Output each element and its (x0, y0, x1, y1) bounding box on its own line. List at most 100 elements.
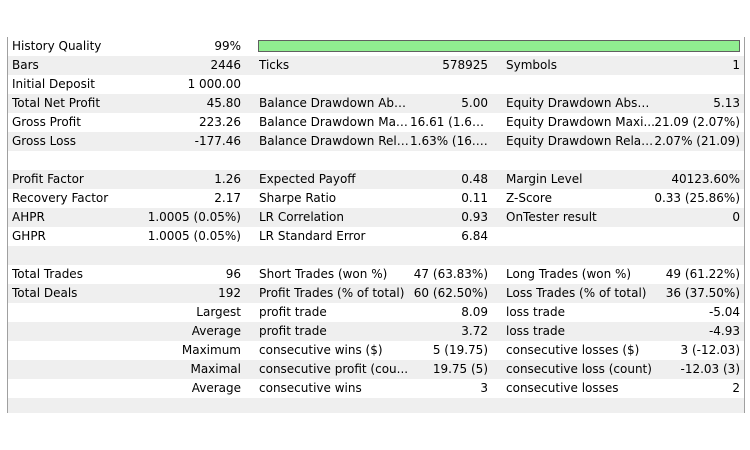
metric-label: Sharpe Ratio (259, 191, 337, 205)
row-value: 96 (225, 267, 241, 281)
table-row: Total Trades 96 Short Trades (won %) 47 (63… (8, 265, 744, 284)
metric-label (506, 398, 656, 413)
metric-label: consecutive profit (cou... (259, 362, 409, 376)
metric-value: 21.09 (2.07%) (654, 115, 740, 129)
table-row: Average consecutive wins 3 consecutive loss… (8, 379, 744, 398)
metric-label: Balance Drawdown Max... (259, 115, 409, 129)
metric-value: 0.33 (25.86%) (654, 191, 740, 205)
table-row: Average profit trade 3.72 loss trade -4.93 (8, 322, 744, 341)
metric-value: 0 (732, 210, 740, 224)
metric-value: 40123.60% (671, 172, 740, 186)
table-row (8, 246, 744, 265)
table-row (8, 151, 744, 170)
metric-value (410, 246, 488, 265)
row-value: 1.26 (214, 172, 241, 186)
metric-value (648, 398, 740, 413)
metric-label: profit trade (259, 305, 327, 319)
metric-value: 49 (61.22%) (665, 267, 740, 281)
metric-label: loss trade (506, 324, 565, 338)
table-row: Maximum consecutive wins ($) 5 (19.75) cons… (8, 341, 744, 360)
metric-label: Long Trades (won %) (506, 267, 632, 281)
row-value (118, 341, 241, 360)
metric-label (506, 246, 656, 265)
metric-value: -5.04 (708, 305, 740, 319)
history-quality-value: 99% (214, 39, 241, 53)
metric-label (259, 75, 409, 94)
metric-label (506, 151, 656, 170)
metric-label (259, 151, 409, 170)
row-value: 2446 (210, 58, 241, 72)
table-row: Profit Factor 1.26 Expected Payoff 0.48 Marg… (8, 170, 744, 189)
metric-label: Symbols (506, 58, 557, 72)
row-value: 1 000.00 (187, 77, 241, 91)
metric-value: 6.84 (461, 229, 488, 243)
metric-label: Margin Level (506, 172, 583, 186)
metric-value: 578925 (442, 58, 488, 72)
row-value: -177.46 (194, 134, 241, 148)
metric-label: Balance Drawdown Rela... (259, 134, 409, 148)
table-row: Gross Loss -177.46 Balance Drawdown Rela..… (8, 132, 744, 151)
metric-value: 60 (62.50%) (413, 286, 488, 300)
metric-value: 2 (732, 381, 740, 395)
metric-value (648, 246, 740, 265)
row-value: 45.80 (206, 96, 241, 110)
backtest-report-table: History Quality 99% Bars 2446 Ticks 578925 S… (7, 37, 745, 413)
metric-value: 16.61 (1.63%) (410, 115, 488, 129)
row-value (118, 322, 241, 341)
metric-label: loss trade (506, 305, 565, 319)
metric-value: 2.07% (21.09) (654, 134, 740, 148)
metric-value: 0.93 (461, 210, 488, 224)
table-row: Largest profit trade 8.09 loss trade -5.04 (8, 303, 744, 322)
metric-value: 0.11 (461, 191, 488, 205)
metric-value: 3 (-12.03) (680, 343, 741, 357)
metric-label: profit trade (259, 324, 327, 338)
table-row: Total Net Profit 45.80 Balance Drawdown Ab… (8, 94, 744, 113)
metric-value (648, 151, 740, 170)
metric-value (410, 398, 488, 413)
metric-label: consecutive wins (259, 381, 362, 395)
metric-label (506, 75, 656, 94)
table-row: Total Deals 192 Profit Trades (% of total)… (8, 284, 744, 303)
metric-label: Loss Trades (% of total) (506, 286, 647, 300)
metric-label: consecutive losses ($) (506, 343, 640, 357)
metric-value (410, 151, 488, 170)
row-value (118, 379, 241, 398)
table-row: Maximal consecutive profit (cou... 19.75 (… (8, 360, 744, 379)
metric-value: -4.93 (708, 324, 740, 338)
metric-label: Z-Score (506, 191, 552, 205)
metric-label: Balance Drawdown Abs... (259, 96, 409, 110)
metric-label (259, 398, 409, 413)
table-row: Initial Deposit 1 000.00 (8, 75, 744, 94)
metric-label (259, 246, 409, 265)
metric-label: Expected Payoff (259, 172, 356, 186)
metric-value: 1.63% (16.61) (410, 134, 488, 148)
metric-label: Equity Drawdown Absol... (506, 96, 656, 110)
metric-label: consecutive wins ($) (259, 343, 383, 357)
row-value (118, 151, 241, 170)
row-value (118, 360, 241, 379)
table-row: GHPR 1.0005 (0.05%) LR Standard Error 6.84 (8, 227, 744, 246)
row-value: 1.0005 (0.05%) (147, 229, 241, 243)
row-value: 1.0005 (0.05%) (147, 210, 241, 224)
metric-label: Equity Drawdown Relati... (506, 134, 656, 148)
row-value: 223.26 (199, 115, 241, 129)
row-value: 192 (218, 286, 241, 300)
history-quality-row: History Quality 99% (8, 37, 744, 56)
metric-value: 5.00 (461, 96, 488, 110)
table-row: Recovery Factor 2.17 Sharpe Ratio 0.11 Z-Sco… (8, 189, 744, 208)
metric-value: 1 (732, 58, 740, 72)
metric-value: 5 (19.75) (432, 343, 488, 357)
metric-label: OnTester result (506, 210, 597, 224)
row-value: 2.17 (214, 191, 241, 205)
metric-value: 36 (37.50%) (665, 286, 740, 300)
metric-value: 3 (480, 381, 488, 395)
metric-value (648, 75, 740, 94)
row-value (118, 246, 241, 265)
metric-label: consecutive loss (count) (506, 362, 652, 376)
metric-label: LR Correlation (259, 210, 345, 224)
table-row: AHPR 1.0005 (0.05%) LR Correlation 0.93 OnTe… (8, 208, 744, 227)
metric-label: Short Trades (won %) (259, 267, 388, 281)
metric-value (410, 75, 488, 94)
metric-label: LR Standard Error (259, 229, 366, 243)
metric-value (648, 227, 740, 246)
